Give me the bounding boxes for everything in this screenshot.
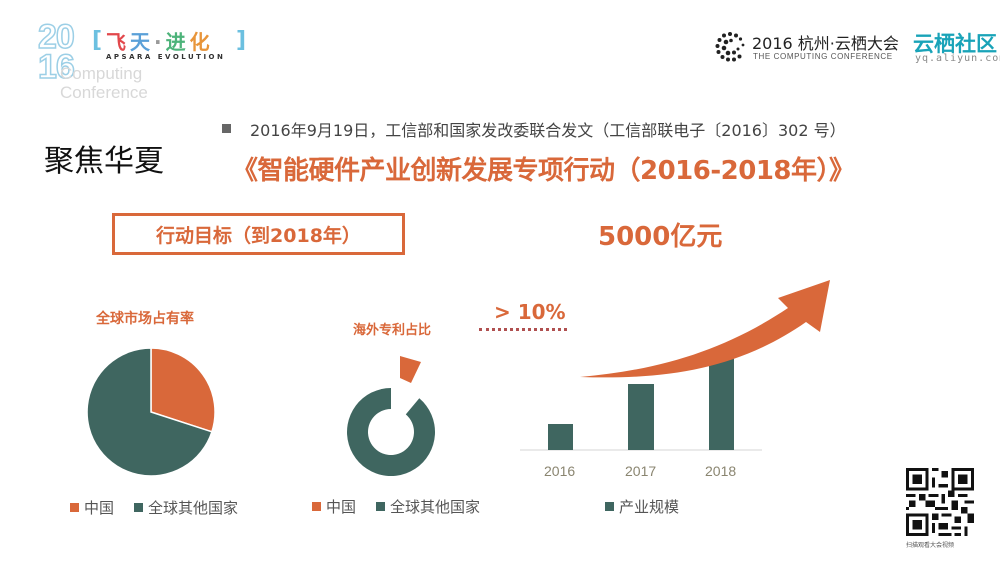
main-title: 《智能硬件产业创新发展专项行动（2016-2018年）》	[232, 156, 855, 186]
legend-item-others: 全球其他国家	[376, 496, 480, 517]
bar-2017	[628, 384, 654, 450]
patent-share-annotation: > 10%	[494, 300, 566, 324]
market-share-pie-chart	[86, 347, 216, 477]
target-value: 5000亿元	[598, 222, 723, 252]
legend-label: 全球其他国家	[390, 498, 481, 516]
legend-swatch	[134, 503, 144, 512]
logo-english: APSARA EVOLUTION	[106, 53, 226, 61]
legend-label: 全球其他国家	[148, 499, 239, 517]
logo-char: 飞	[106, 30, 130, 54]
pie-slice-others	[86, 347, 213, 477]
legend-swatch	[70, 503, 79, 512]
legend-item-china: 中国	[312, 496, 356, 517]
logo-char: 化	[189, 30, 214, 54]
dotted-divider	[479, 328, 567, 331]
industry-scale-bar-chart	[520, 280, 830, 451]
bar-chart-legend: 产业规模	[605, 496, 699, 517]
legend-item-others: 全球其他国家	[134, 497, 238, 518]
legend-label: 中国	[326, 498, 357, 516]
legend-item-china: 中国	[70, 497, 114, 518]
x-tick-2017: 2017	[625, 463, 657, 479]
community-title: 云栖社区	[913, 32, 997, 56]
legend-label: 中国	[84, 499, 115, 517]
logo-char: 进	[165, 30, 190, 54]
community-url[interactable]: yq.aliyun.com	[915, 53, 1000, 64]
x-tick-2018: 2018	[705, 463, 737, 479]
donut-chart-title: 海外专利占比	[353, 323, 432, 338]
legend-label: 产业规模	[619, 498, 680, 516]
bullet-square-icon	[222, 124, 231, 133]
growth-arrow-icon	[580, 280, 830, 378]
conference-subtitle: THE COMPUTING CONFERENCE	[753, 52, 893, 61]
pie-slice-china	[150, 347, 216, 433]
pie-chart-title: 全球市场占有率	[96, 311, 194, 327]
qr-caption: 扫描观看大会视频	[906, 542, 955, 549]
bar-2016	[548, 424, 573, 450]
section-title: 聚焦华夏	[44, 144, 164, 179]
legend-item-industry-scale: 产业规模	[605, 496, 679, 517]
donut-slice-china	[400, 356, 421, 383]
computing-conference-logo-icon	[715, 32, 745, 62]
pie-chart-legend: 中国 全球其他国家	[70, 497, 258, 518]
legend-swatch	[312, 502, 321, 511]
logo-bracket-right: ]	[236, 28, 247, 53]
logo-year: 20 16	[37, 18, 75, 86]
logo-char: 天	[130, 30, 154, 54]
conference-title: 2016 杭州·云栖大会	[752, 34, 899, 53]
qr-code-icon[interactable]	[906, 468, 974, 536]
legend-swatch	[605, 502, 614, 511]
logo-chinese: 飞天·进化	[106, 26, 214, 55]
overseas-patent-donut-chart	[347, 356, 436, 476]
logo-bracket-left: [	[92, 28, 103, 53]
logo-char: ·	[154, 30, 166, 54]
bar-2018	[709, 355, 734, 450]
x-tick-2016: 2016	[544, 463, 576, 479]
goal-box-label: 行动目标（到2018年）	[156, 224, 361, 247]
logo-subtitle: Computing Conference	[60, 64, 148, 102]
legend-swatch	[376, 502, 386, 511]
policy-notice: 2016年9月19日，工信部和国家发改委联合发文（工信部联电子〔2016〕302…	[250, 121, 846, 140]
goal-box: 行动目标（到2018年）	[112, 213, 405, 255]
donut-chart-legend: 中国 全球其他国家	[312, 496, 500, 517]
donut-slice-others	[347, 388, 436, 476]
